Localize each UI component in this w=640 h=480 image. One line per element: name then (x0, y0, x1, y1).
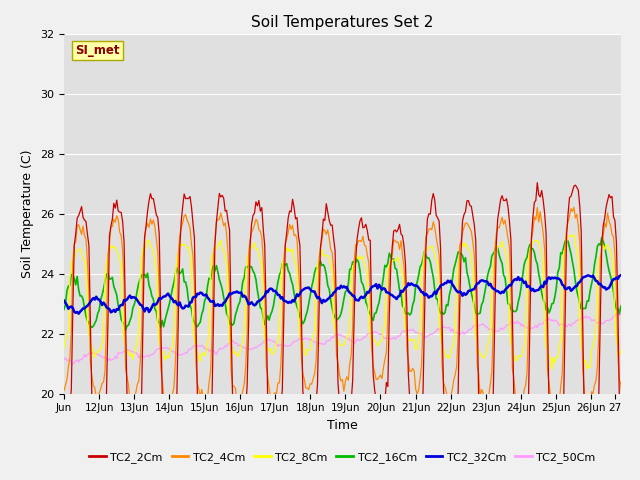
TC2_8Cm (570, 231, 578, 237)
TC2_16Cm (461, 255, 469, 261)
TC2_2Cm (621, 437, 629, 443)
TC2_4Cm (349, 324, 356, 330)
TC2_4Cm (97, 386, 104, 392)
TC2_16Cm (122, 327, 129, 333)
Line: TC2_16Cm: TC2_16Cm (64, 238, 625, 330)
TC2_2Cm (586, 457, 594, 463)
Line: TC2_8Cm: TC2_8Cm (64, 234, 625, 370)
TC2_2Cm (97, 429, 104, 434)
TC2_8Cm (460, 244, 468, 250)
TC2_50Cm (350, 341, 358, 347)
X-axis label: Time: Time (327, 419, 358, 432)
TC2_50Cm (60, 357, 68, 362)
TC2_4Cm (621, 390, 629, 396)
TC2_8Cm (79, 256, 87, 262)
TC2_16Cm (598, 235, 605, 240)
TC2_4Cm (620, 395, 628, 401)
Y-axis label: Soil Temperature (C): Soil Temperature (C) (22, 149, 35, 278)
TC2_32Cm (620, 271, 628, 277)
Legend: TC2_2Cm, TC2_4Cm, TC2_8Cm, TC2_16Cm, TC2_32Cm, TC2_50Cm: TC2_2Cm, TC2_4Cm, TC2_8Cm, TC2_16Cm, TC2… (85, 447, 600, 467)
TC2_32Cm (621, 272, 629, 277)
Line: TC2_32Cm: TC2_32Cm (64, 274, 625, 313)
TC2_4Cm (544, 368, 552, 374)
Line: TC2_2Cm: TC2_2Cm (64, 182, 625, 460)
TC2_2Cm (620, 439, 628, 445)
TC2_8Cm (349, 263, 356, 269)
TC2_4Cm (79, 223, 87, 229)
TC2_8Cm (548, 367, 556, 372)
TC2_50Cm (621, 312, 629, 318)
TC2_8Cm (620, 356, 628, 361)
TC2_8Cm (621, 358, 629, 363)
TC2_50Cm (617, 311, 625, 316)
TC2_32Cm (60, 298, 68, 303)
TC2_50Cm (99, 354, 106, 360)
TC2_4Cm (460, 224, 468, 230)
TC2_32Cm (461, 292, 469, 298)
TC2_2Cm (534, 180, 541, 185)
TC2_32Cm (350, 293, 358, 299)
TC2_50Cm (81, 352, 88, 358)
TC2_8Cm (60, 346, 68, 351)
TC2_16Cm (620, 295, 628, 301)
TC2_2Cm (460, 212, 468, 217)
TC2_32Cm (81, 306, 88, 312)
TC2_32Cm (99, 302, 106, 308)
TC2_50Cm (545, 315, 553, 321)
TC2_2Cm (79, 215, 87, 220)
Text: SI_met: SI_met (75, 44, 120, 58)
TC2_2Cm (349, 378, 356, 384)
TC2_16Cm (350, 259, 358, 265)
TC2_16Cm (545, 310, 553, 316)
TC2_2Cm (60, 421, 68, 427)
TC2_32Cm (75, 311, 83, 316)
TC2_16Cm (60, 307, 68, 312)
TC2_50Cm (69, 361, 77, 367)
TC2_4Cm (570, 204, 578, 210)
TC2_4Cm (585, 412, 593, 418)
TC2_16Cm (79, 296, 87, 302)
TC2_32Cm (545, 275, 553, 280)
TC2_2Cm (545, 403, 553, 408)
Line: TC2_50Cm: TC2_50Cm (64, 313, 625, 364)
TC2_8Cm (544, 347, 552, 352)
TC2_50Cm (620, 312, 628, 318)
TC2_4Cm (60, 388, 68, 394)
Title: Soil Temperatures Set 2: Soil Temperatures Set 2 (252, 15, 433, 30)
TC2_16Cm (621, 290, 629, 296)
Line: TC2_4Cm: TC2_4Cm (64, 207, 625, 415)
TC2_50Cm (461, 329, 469, 335)
TC2_32Cm (618, 272, 626, 277)
TC2_8Cm (97, 347, 104, 353)
TC2_16Cm (97, 297, 104, 302)
